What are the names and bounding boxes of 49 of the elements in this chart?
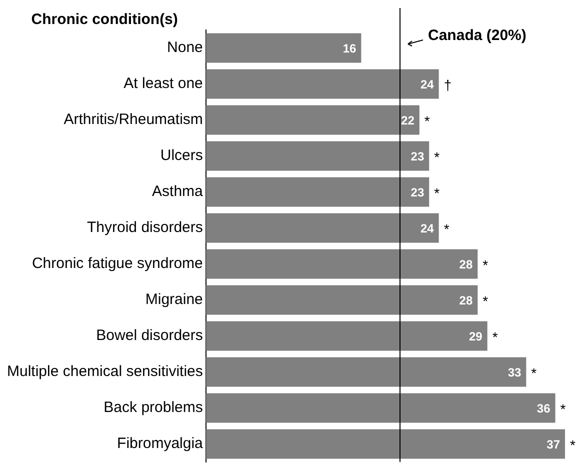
y-tick-label: Fibromyalgia <box>117 435 204 452</box>
bar <box>206 177 430 207</box>
y-axis-title: Chronic condition(s) <box>31 11 178 28</box>
y-tick-label: None <box>167 39 203 56</box>
y-tick-label: At least one <box>124 75 203 92</box>
bar <box>206 105 420 135</box>
bar <box>206 213 439 243</box>
ref-line-label: Canada (20%) <box>428 27 526 44</box>
y-tick-label: Arthritis/Rheumatism <box>64 111 203 128</box>
annotation: * <box>434 148 440 165</box>
bar <box>206 321 488 351</box>
data-label: 33 <box>508 365 522 380</box>
annotation: * <box>560 400 566 417</box>
annotation: * <box>444 220 450 237</box>
data-label: 28 <box>459 293 473 308</box>
bar <box>206 285 478 315</box>
annotation: * <box>434 184 440 201</box>
annotation: * <box>531 364 538 381</box>
bar <box>206 357 526 387</box>
data-label: 23 <box>410 185 424 200</box>
annotation: * <box>482 292 489 309</box>
bar <box>206 33 362 63</box>
bar <box>206 249 478 279</box>
y-tick-label: Chronic fatigue syndrome <box>32 255 203 272</box>
annotation: * <box>570 436 576 453</box>
y-tick-label: Migraine <box>145 291 203 308</box>
data-label: 24 <box>420 77 434 92</box>
y-tick-label: Ulcers <box>160 147 203 164</box>
data-label: 37 <box>546 437 560 452</box>
bar <box>206 393 556 423</box>
y-tick-label: Bowel disorders <box>96 327 203 344</box>
bar <box>206 429 565 459</box>
bar <box>206 69 439 99</box>
data-label: 36 <box>536 401 551 416</box>
data-label: 28 <box>459 257 473 272</box>
data-label: 22 <box>401 113 415 128</box>
annotation: † <box>444 76 452 93</box>
data-label: 24 <box>420 221 434 236</box>
data-label: 29 <box>469 329 483 344</box>
bar <box>206 141 430 171</box>
y-tick-label: Asthma <box>152 183 204 200</box>
data-label: 16 <box>342 41 356 56</box>
annotation: * <box>492 328 498 345</box>
y-tick-label: Thyroid disorders <box>87 219 203 236</box>
y-tick-label: Multiple chemical sensitivities <box>6 363 203 380</box>
annotation: * <box>424 112 430 129</box>
y-tick-label: Back problems <box>104 399 203 416</box>
data-label: 23 <box>410 149 424 164</box>
annotation: * <box>482 256 489 273</box>
